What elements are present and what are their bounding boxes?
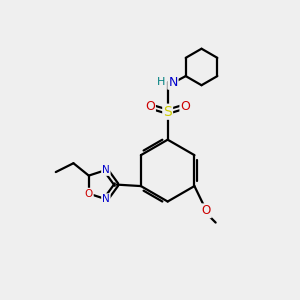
Text: H: H bbox=[157, 77, 165, 87]
Text: S: S bbox=[163, 105, 172, 119]
Text: O: O bbox=[85, 189, 93, 199]
Text: O: O bbox=[180, 100, 190, 113]
Text: O: O bbox=[202, 204, 211, 217]
Text: N: N bbox=[102, 194, 110, 204]
Text: N: N bbox=[102, 165, 110, 175]
Text: N: N bbox=[168, 76, 178, 89]
Text: O: O bbox=[145, 100, 155, 113]
